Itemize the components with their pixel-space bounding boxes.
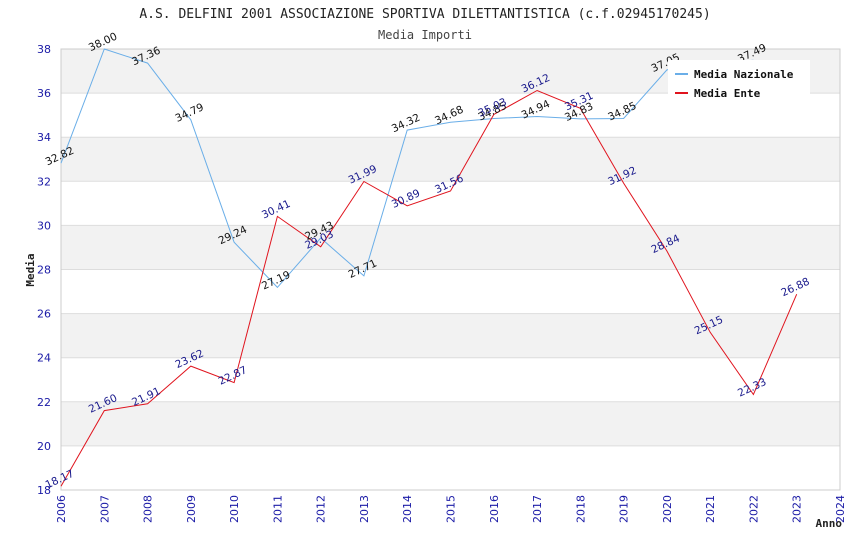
x-tick-label: 2011 <box>271 495 284 523</box>
grid-bands <box>61 49 840 490</box>
x-tick-label: 2018 <box>574 495 587 523</box>
grid-band <box>61 401 840 446</box>
y-tick-label: 38 <box>37 43 51 56</box>
x-tick-label: 2008 <box>142 495 155 523</box>
x-tick-label: 2022 <box>747 495 760 523</box>
legend-box <box>668 60 810 98</box>
grid-band <box>61 445 840 490</box>
grid-band <box>61 357 840 402</box>
y-tick-label: 26 <box>37 308 51 321</box>
y-tick-label: 34 <box>37 131 51 144</box>
x-tick-label: 2017 <box>531 495 544 523</box>
x-tick-label: 2009 <box>185 495 198 523</box>
x-tick-label: 2024 <box>834 495 847 523</box>
y-tick-label: 36 <box>37 87 51 100</box>
series-lines <box>60 48 798 487</box>
x-tick-label: 2014 <box>401 495 414 523</box>
x-tick-label: 2019 <box>618 495 631 523</box>
legend-entry: Media Ente <box>694 87 761 100</box>
legend-entry: Media Nazionale <box>694 68 794 81</box>
y-tick-label: 32 <box>37 175 51 188</box>
grid-band <box>61 269 840 314</box>
x-tick-label: 2023 <box>791 495 804 523</box>
x-tick-label: 2010 <box>228 495 241 523</box>
y-tick-label: 28 <box>37 264 51 277</box>
x-tick-label: 2021 <box>704 495 717 523</box>
x-tick-label: 2006 <box>55 495 68 523</box>
x-tick-label: 2012 <box>315 495 328 523</box>
y-tick-label: 30 <box>37 219 51 232</box>
grid-band <box>61 313 840 358</box>
y-axis-ticks: 18 20 22 24 26 28 30 32 34 36 38 <box>37 43 51 497</box>
chart-title: A.S. DELFINI 2001 ASSOCIAZIONE SPORTIVA … <box>139 7 710 22</box>
series-line-1 <box>60 89 798 487</box>
x-axis-ticks: 2006 2007 2008 2009 2010 2011 2012 2013 2014 2015… <box>55 495 847 523</box>
grid-band <box>61 225 840 270</box>
y-tick-label: 22 <box>37 396 51 409</box>
series-line-0 <box>60 48 754 289</box>
plot-area <box>60 48 841 491</box>
y-axis-label: Media <box>24 253 37 286</box>
x-tick-label: 2015 <box>445 495 458 523</box>
chart-subtitle: Media Importi <box>378 28 472 42</box>
x-tick-label: 2007 <box>98 495 111 523</box>
grid-band <box>61 181 840 226</box>
y-tick-label: 18 <box>37 484 51 497</box>
legend: Media Nazionale Media Ente <box>668 60 810 100</box>
x-tick-label: 2013 <box>358 495 371 523</box>
x-axis-label: Anno <box>816 517 843 530</box>
grid-band <box>61 137 840 182</box>
y-tick-label: 24 <box>37 352 51 365</box>
y-tick-label: 20 <box>37 440 51 453</box>
grid-band <box>61 93 840 138</box>
x-tick-label: 2016 <box>488 495 501 523</box>
x-tick-label: 2020 <box>661 495 674 523</box>
